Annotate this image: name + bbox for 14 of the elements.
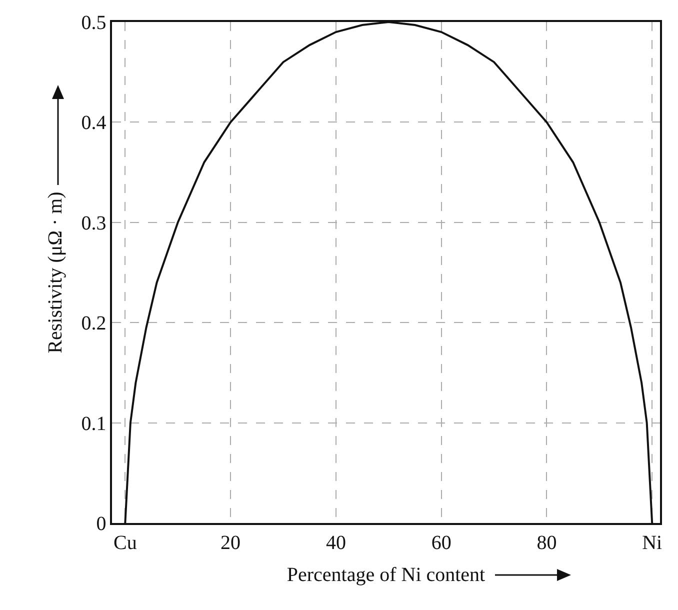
x-tick-label: 20	[220, 532, 241, 554]
y-tick-label: 0	[96, 513, 106, 535]
x-tick-label: 80	[536, 532, 557, 554]
x-tick-label: 60	[431, 532, 452, 554]
x-tick-label: Ni	[642, 532, 663, 554]
x-tick-label: Cu	[114, 532, 137, 554]
x-tick-label: 40	[326, 532, 346, 554]
y-tick-label: 0.5	[81, 12, 106, 34]
y-tick-label: 0.3	[81, 212, 106, 234]
y-tick-label: 0.1	[81, 412, 106, 435]
y-tick-label: 0.4	[81, 112, 106, 134]
y-tick-label: 0.2	[81, 312, 106, 335]
y-axis-title: Resistivity (μΩ · m)	[44, 192, 66, 354]
x-axis-title: Percentage of Ni content	[286, 564, 486, 586]
